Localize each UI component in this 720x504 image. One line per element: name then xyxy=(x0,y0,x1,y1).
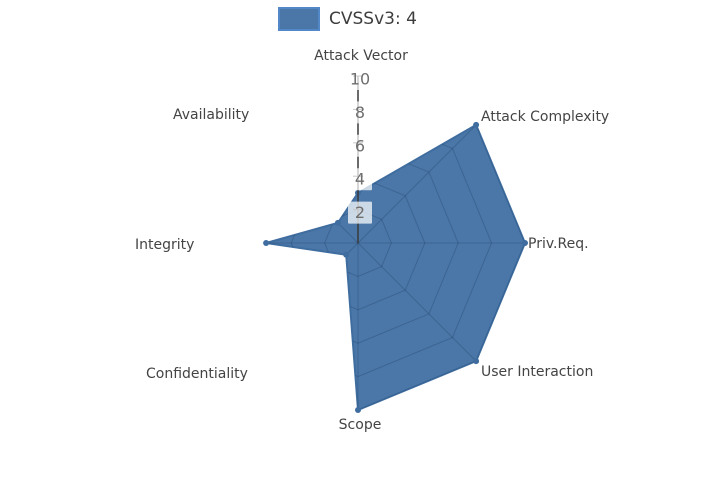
svg-text:8: 8 xyxy=(355,103,365,122)
axis-label-availability: Availability xyxy=(173,107,250,123)
legend-label: CVSSv3: 4 xyxy=(329,9,417,29)
legend: CVSSv3: 4 xyxy=(278,7,417,31)
axis-label-attack-complexity: Attack Complexity xyxy=(481,109,610,125)
svg-text:6: 6 xyxy=(355,136,365,155)
axis-label-user-interaction: User Interaction xyxy=(481,364,594,380)
legend-swatch xyxy=(278,7,320,31)
axis-label-attack-vector: Attack Vector xyxy=(314,48,408,64)
axis-label-scope: Scope xyxy=(338,417,382,433)
svg-text:2: 2 xyxy=(355,203,365,222)
svg-text:10: 10 xyxy=(350,70,370,89)
svg-text:4: 4 xyxy=(355,170,365,189)
axis-label-integrity: Integrity xyxy=(135,237,195,253)
axis-label-priv-req: Priv.Req. xyxy=(528,236,589,252)
axis-label-confidentiality: Confidentiality xyxy=(146,366,248,382)
